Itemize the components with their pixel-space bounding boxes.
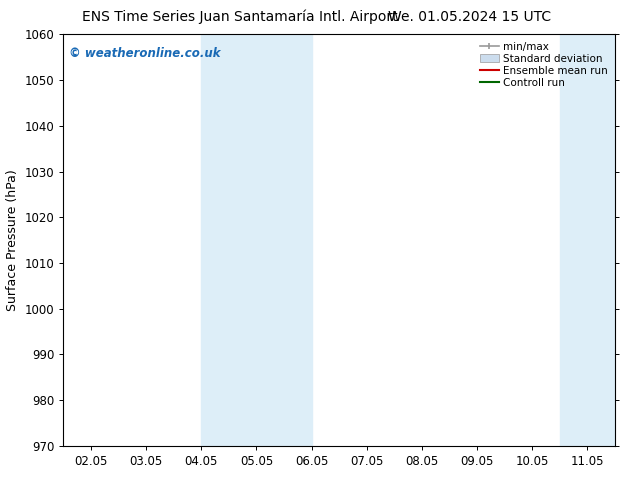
Bar	[202, 34, 312, 446]
Text: We. 01.05.2024 15 UTC: We. 01.05.2024 15 UTC	[389, 10, 552, 24]
Text: © weatheronline.co.uk: © weatheronline.co.uk	[69, 47, 221, 60]
Bar	[560, 34, 615, 446]
Y-axis label: Surface Pressure (hPa): Surface Pressure (hPa)	[6, 169, 19, 311]
Legend: min/max, Standard deviation, Ensemble mean run, Controll run: min/max, Standard deviation, Ensemble me…	[478, 40, 610, 90]
Text: ENS Time Series Juan Santamaría Intl. Airport: ENS Time Series Juan Santamaría Intl. Ai…	[82, 10, 398, 24]
